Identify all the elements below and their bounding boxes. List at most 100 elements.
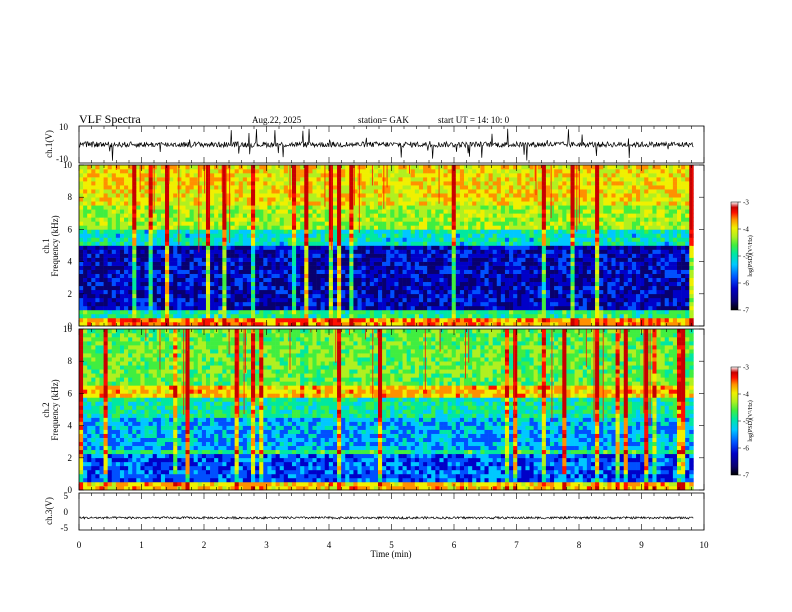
spectrogram-cell — [369, 265, 375, 270]
spectrogram-cell — [160, 209, 166, 214]
spectrogram-cell — [554, 217, 559, 222]
spectrogram-cell — [320, 201, 326, 206]
spectrogram-cell — [337, 297, 342, 303]
spectrogram-cell — [464, 265, 469, 270]
spectrogram-cell — [455, 193, 461, 198]
spectrogram-cell — [345, 185, 350, 190]
spectrogram-cell — [144, 177, 149, 182]
spectrogram-cell — [431, 233, 436, 238]
spectrogram-cell — [156, 305, 162, 311]
spectrogram-cell — [234, 205, 240, 210]
spectrogram-cell — [484, 169, 489, 174]
spectrogram-cell — [201, 265, 207, 270]
spectrogram-cell — [279, 197, 285, 202]
spectrogram-cell — [189, 233, 194, 238]
spectrogram-cell — [99, 165, 104, 170]
spectrogram-cell — [488, 265, 493, 270]
spectrogram-cell — [226, 201, 231, 206]
spectrogram-cell — [332, 237, 338, 242]
spectrogram-cell — [373, 181, 379, 186]
spectrogram-cell — [283, 265, 289, 270]
spectrogram-cell — [173, 229, 178, 234]
spectrogram-cell — [451, 221, 457, 226]
spectrogram-cell — [398, 205, 403, 210]
spectrogram-cell — [320, 285, 326, 291]
spectrogram-cell — [300, 273, 305, 279]
spectrogram-cell — [558, 201, 563, 206]
spectrogram-cell — [111, 301, 117, 307]
spectrogram-cell — [545, 273, 551, 279]
spectrogram-cell — [230, 189, 235, 194]
spectrogram-cell — [537, 189, 543, 194]
spectrogram-cell — [308, 193, 313, 198]
spectrogram-cell — [410, 305, 416, 311]
spectrogram-cell — [570, 297, 575, 303]
spectrogram-cell — [509, 301, 514, 307]
spectrogram-cell — [341, 293, 346, 299]
spectrogram-cell — [259, 217, 264, 222]
spectrogram-cell — [353, 317, 358, 323]
spectrogram-cell — [177, 245, 182, 250]
spectrogram-cell — [472, 225, 477, 230]
spectrogram-cell — [124, 281, 129, 287]
spectrogram-cell — [365, 189, 371, 194]
spectrogram-cell — [328, 309, 334, 315]
spectrogram-cell — [447, 173, 453, 178]
spectrogram-cell — [291, 217, 297, 222]
spectrogram-cell — [509, 165, 514, 170]
spectrogram-cell — [201, 189, 207, 194]
spectrogram-cell — [500, 289, 506, 295]
spectrogram-cell — [173, 233, 178, 238]
spectrogram-cell — [410, 257, 416, 262]
spectrogram-cell — [230, 245, 235, 250]
spectrogram-cell — [423, 241, 428, 246]
spectrogram-cell — [267, 313, 272, 319]
spectrogram-cell — [558, 225, 563, 230]
spectrogram-cell — [496, 217, 502, 222]
spectrogram-cell — [369, 201, 375, 206]
spectrogram-cell — [177, 305, 182, 311]
spectrogram-cell — [79, 197, 84, 202]
spectrogram-cell — [373, 293, 379, 299]
spectrogram-cell — [95, 221, 100, 226]
spectrogram-cell — [504, 253, 510, 258]
spectrogram-cell — [349, 193, 354, 198]
spectrogram-cell — [341, 245, 346, 250]
spectrogram-cell — [386, 253, 391, 258]
spectrogram-cell — [361, 201, 367, 206]
spectrogram-cell — [484, 245, 489, 250]
spectrogram-cell — [447, 297, 453, 303]
spectrogram-cell — [402, 165, 407, 170]
spectrogram-cell — [197, 309, 203, 315]
spectrogram-cell — [189, 205, 194, 210]
spectrogram-cell — [337, 229, 342, 234]
spectrogram-cell — [492, 193, 498, 198]
spectrogram-cell — [418, 253, 424, 258]
spectrogram-cell — [427, 253, 432, 258]
spectrogram-cell — [316, 233, 321, 238]
spectrogram-cell — [83, 213, 88, 218]
spectrogram-cell — [488, 225, 493, 230]
spectrogram-cell — [472, 209, 477, 214]
spectrogram-cell — [496, 193, 502, 198]
spectrogram-cell — [279, 281, 285, 287]
spectrogram-cell — [103, 313, 108, 319]
spectrogram-cell — [238, 281, 244, 287]
spectrogram-cell — [160, 249, 166, 254]
spectrogram-cell — [132, 189, 137, 194]
spectrogram-cell — [275, 301, 280, 307]
spectrogram-cell — [476, 209, 481, 214]
spectrogram-cell — [283, 245, 289, 250]
spectrogram-cell — [156, 301, 162, 307]
spectrogram-cell — [496, 285, 502, 291]
spectrogram-cell — [464, 189, 469, 194]
spectrogram-cell — [201, 293, 207, 299]
spectrogram-cell — [144, 289, 149, 295]
spectrogram-cell — [251, 277, 256, 283]
spectrogram-cell — [107, 221, 113, 226]
spectrogram-cell — [476, 305, 481, 311]
spectrogram-cell — [148, 201, 154, 206]
spectrogram-cell — [566, 285, 571, 291]
spectrogram-cell — [509, 189, 514, 194]
